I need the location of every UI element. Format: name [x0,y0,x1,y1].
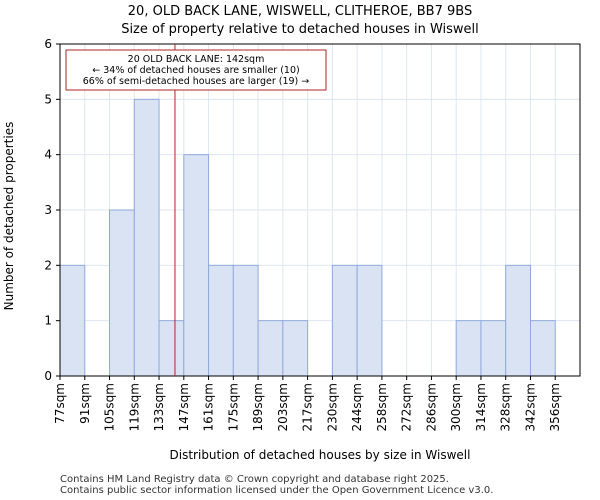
x-tick-label: 161sqm [202,383,216,431]
annotation-line-2: ← 34% of detached houses are smaller (10… [92,65,299,76]
bar-147sqm [183,154,210,377]
chart-title: 20, OLD BACK LANE, WISWELL, CLITHEROE, B… [127,4,473,19]
y-tick-label: 3 [44,203,52,217]
x-axis-label: Distribution of detached houses by size … [170,448,471,462]
y-axis-label: Number of detached properties [2,122,16,311]
y-tick-label: 6 [44,37,52,51]
bar-230sqm [331,264,358,377]
y-tick-label: 1 [44,314,52,328]
x-tick-label: 175sqm [226,383,240,431]
x-tick-label: 314sqm [474,383,488,431]
y-tick-label: 4 [44,148,52,162]
annotation-line-3: 66% of semi-detached houses are larger (… [83,76,310,87]
bar-203sqm [282,320,309,377]
x-tick-label: 356sqm [548,383,562,431]
bar-161sqm [208,264,234,377]
x-tick-label: 328sqm [499,383,513,431]
x-tick-label: 119sqm [127,383,141,431]
x-tick-label: 105sqm [103,383,117,431]
y-ticks: 0 1 2 3 4 5 6 [44,37,60,383]
y-tick-label: 5 [44,92,52,106]
footer-line-1: Contains HM Land Registry data © Crown c… [60,474,449,485]
x-tick-label: 217sqm [301,383,315,431]
x-tick-label: 133sqm [152,383,166,431]
x-ticks: 77sqm 91sqm 105sqm 119sqm 133sqm 147sqm 161sqm… [53,376,562,431]
x-tick-label: 189sqm [251,383,265,431]
x-tick-label: 244sqm [350,383,364,431]
bar-119sqm [133,98,160,377]
bar-314sqm [480,320,507,377]
x-tick-label: 258sqm [375,383,389,431]
bar-175sqm [232,264,259,377]
x-tick-label: 286sqm [424,383,438,431]
x-tick-label: 272sqm [400,383,414,431]
x-tick-label: 77sqm [53,383,67,424]
bar-300sqm [455,320,482,377]
y-tick-label: 0 [44,369,52,383]
x-tick-label: 91sqm [78,383,92,424]
footer-line-2: Contains public sector information licen… [60,485,494,496]
bar-133sqm [158,320,185,377]
x-tick-label: 300sqm [449,383,463,431]
x-tick-label: 342sqm [523,383,537,431]
bar-189sqm [257,320,284,377]
bar-328sqm [505,264,531,377]
chart-subtitle: Size of property relative to detached ho… [121,22,479,37]
bar-105sqm [109,209,135,377]
bar-77sqm [59,264,86,377]
y-tick-label: 2 [44,258,52,272]
annotation-line-1: 20 OLD BACK LANE: 142sqm [128,54,265,65]
bar-342sqm [529,320,556,377]
x-tick-label: 147sqm [177,383,191,431]
x-tick-label: 230sqm [325,383,339,431]
bar-244sqm [356,264,383,377]
x-tick-label: 203sqm [276,383,290,431]
annotation-box [65,49,327,91]
